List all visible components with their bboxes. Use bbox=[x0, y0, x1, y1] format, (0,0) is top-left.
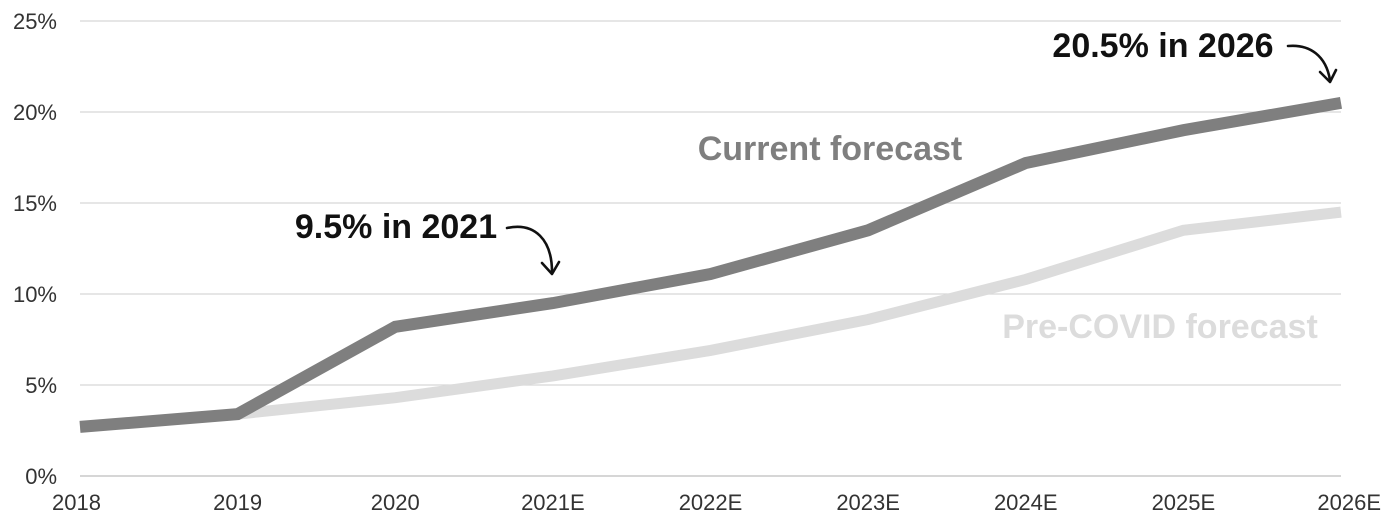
annotation-2021-arrowhead bbox=[540, 260, 561, 276]
annotation-2026-arrow bbox=[1286, 44, 1332, 82]
series-labels: Current forecast Pre-COVID forecast bbox=[698, 130, 1318, 346]
y-tick-label: 15% bbox=[13, 191, 57, 216]
y-tick-label: 20% bbox=[13, 100, 57, 125]
annotation-2026: 20.5% in 2026 bbox=[1052, 27, 1273, 65]
x-tick-label: 2020 bbox=[371, 490, 420, 515]
x-axis-tick-labels: 2018 2019 2020 2021E 2022E 2023E 2024E 2025E 202… bbox=[52, 490, 1381, 515]
series-line-current-forecast bbox=[79, 96, 1343, 433]
x-tick-label: 2026E bbox=[1317, 490, 1381, 515]
annotation-2021-arrow bbox=[505, 225, 554, 274]
series-line-pre-covid-forecast bbox=[79, 206, 1342, 433]
x-tick-label: 2021E bbox=[521, 490, 585, 515]
y-tick-label: 0% bbox=[25, 464, 57, 489]
x-tick-label: 2023E bbox=[836, 490, 900, 515]
y-tick-label: 5% bbox=[25, 373, 57, 398]
annotations: 9.5% in 2021 20.5% in 2026 bbox=[295, 27, 1338, 276]
annotation-2021: 9.5% in 2021 bbox=[295, 208, 497, 246]
annotation-2026-arrowhead bbox=[1318, 68, 1338, 84]
x-tick-label: 2018 bbox=[52, 490, 101, 515]
y-axis-tick-labels: 0% 5% 10% 15% 20% 25% bbox=[13, 9, 57, 489]
series-label-pre-covid-forecast: Pre-COVID forecast bbox=[1002, 308, 1318, 346]
y-tick-label: 10% bbox=[13, 282, 57, 307]
x-tick-label: 2024E bbox=[994, 490, 1058, 515]
x-tick-label: 2019 bbox=[213, 490, 262, 515]
x-tick-label: 2022E bbox=[679, 490, 743, 515]
series-lines bbox=[79, 96, 1343, 433]
series-label-current-forecast: Current forecast bbox=[698, 130, 963, 168]
y-tick-label: 25% bbox=[13, 9, 57, 34]
x-tick-label: 2025E bbox=[1152, 490, 1216, 515]
